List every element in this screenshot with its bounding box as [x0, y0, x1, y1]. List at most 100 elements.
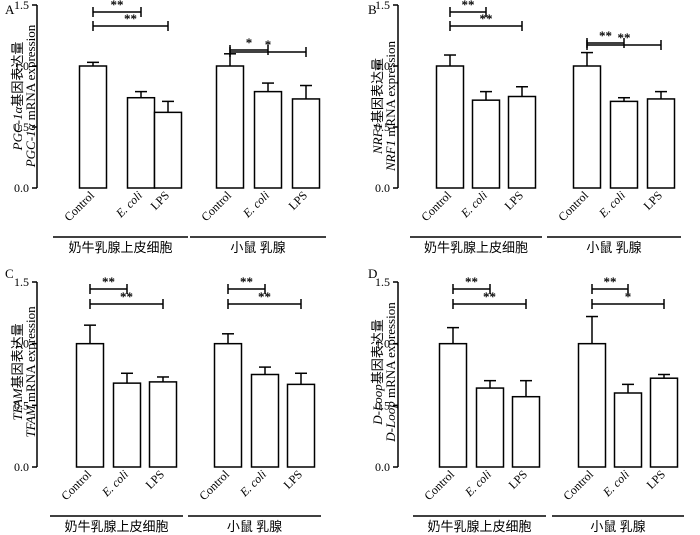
- bar-lps-cow: [507, 95, 537, 189]
- significance-label: **: [599, 28, 612, 43]
- bar-control-cow: [438, 342, 468, 468]
- y-tick-label: 1.5: [14, 0, 29, 12]
- x-tick-label: LPS: [641, 188, 666, 213]
- y-tick-label: 1.0: [375, 337, 390, 351]
- x-tick-label: Control: [198, 188, 234, 224]
- x-tick-label: Control: [555, 188, 591, 224]
- panel-letter: B: [368, 2, 377, 17]
- bar-lps-cow: [148, 381, 178, 468]
- significance-label: **: [102, 274, 115, 289]
- bar-lps-mouse: [646, 98, 676, 189]
- bar-lps-mouse: [286, 383, 316, 468]
- y-tick-label: 0.5: [375, 398, 390, 412]
- significance-label: *: [625, 289, 632, 304]
- bar-control-cow: [78, 65, 108, 189]
- bar-ecoli-mouse: [609, 100, 639, 189]
- bar-ecoli-mouse: [253, 90, 283, 189]
- significance-label: **: [480, 11, 493, 26]
- bar-control-mouse: [577, 342, 607, 468]
- panel-letter: D: [368, 266, 377, 281]
- y-tick-label: 0.0: [375, 181, 390, 195]
- bar-ecoli-mouse: [250, 373, 280, 468]
- significance-label: **: [618, 30, 631, 45]
- bar-ecoli-cow: [112, 382, 142, 468]
- bar-lps-mouse: [291, 98, 321, 189]
- x-tick-label: E. coli: [457, 188, 490, 221]
- group-label: 小鼠 乳腺: [586, 240, 641, 255]
- group-label: 奶牛乳腺上皮细胞: [68, 240, 172, 255]
- x-tick-label: LPS: [644, 467, 669, 492]
- significance-label: **: [124, 11, 137, 26]
- x-tick-label: LPS: [143, 467, 168, 492]
- bar-control-cow: [435, 65, 465, 189]
- significance-label: **: [462, 0, 475, 12]
- y-tick-label: 0.0: [14, 460, 29, 474]
- significance-label: **: [258, 289, 271, 304]
- x-tick-label: LPS: [148, 188, 173, 213]
- x-tick-label: E. coli: [98, 467, 131, 500]
- y-axis-label-cn: D-Loop基因表达量: [370, 319, 385, 425]
- significance-label: **: [483, 289, 496, 304]
- y-tick-label: 0.0: [14, 181, 29, 195]
- y-axis-label-cn: NRF1基因表达量: [370, 58, 385, 155]
- significance-label: **: [465, 274, 478, 289]
- x-tick-label: LPS: [506, 467, 531, 492]
- bar-lps-mouse: [649, 377, 679, 468]
- y-axis-label-en: D-Loop mRNA expression: [383, 302, 398, 443]
- y-axis-label-en: PGC-1α mRNA expression: [23, 24, 38, 168]
- group-label: 小鼠 乳腺: [590, 519, 645, 534]
- group-label: 奶牛乳腺上皮细胞: [427, 519, 531, 534]
- bar-control-mouse: [215, 65, 245, 189]
- bar-lps-cow: [511, 395, 541, 468]
- x-tick-label: Control: [560, 467, 596, 503]
- panel-letter: A: [5, 2, 15, 17]
- panel-letter: C: [5, 266, 14, 281]
- significance-label: **: [240, 274, 253, 289]
- y-tick-label: 1.0: [14, 59, 29, 73]
- bar-ecoli-cow: [475, 387, 505, 468]
- y-tick-label: 1.0: [375, 59, 390, 73]
- bar-ecoli-mouse: [613, 392, 643, 468]
- x-tick-label: E. coli: [239, 188, 272, 221]
- group-label: 奶牛乳腺上皮细胞: [424, 240, 528, 255]
- significance-label: *: [265, 37, 272, 52]
- significance-label: **: [604, 274, 617, 289]
- y-tick-label: 0.0: [375, 460, 390, 474]
- x-tick-label: Control: [421, 467, 457, 503]
- y-axis-label-cn: TFAM基因表达量: [10, 323, 25, 420]
- x-tick-label: Control: [61, 188, 97, 224]
- x-tick-label: E. coli: [112, 188, 145, 221]
- bar-ecoli-cow: [126, 96, 156, 189]
- x-tick-label: E. coli: [236, 467, 269, 500]
- y-axis-label-en: NRF1 mRNA expression: [383, 41, 398, 173]
- group-label: 奶牛乳腺上皮细胞: [64, 519, 168, 534]
- y-axis-label-cn: PGC-1α基因表达量: [10, 42, 25, 152]
- y-tick-label: 0.5: [375, 120, 390, 134]
- group-label: 小鼠 乳腺: [227, 519, 282, 534]
- x-tick-label: E. coli: [595, 188, 628, 221]
- y-tick-label: 0.5: [14, 398, 29, 412]
- y-tick-label: 1.5: [375, 0, 390, 12]
- x-tick-label: LPS: [502, 188, 527, 213]
- x-tick-label: LPS: [281, 467, 306, 492]
- bar-control-mouse: [213, 342, 243, 468]
- significance-label: **: [111, 0, 124, 12]
- significance-label: *: [246, 35, 253, 50]
- x-tick-label: Control: [58, 467, 94, 503]
- bar-lps-cow: [153, 111, 183, 189]
- y-tick-label: 1.0: [14, 337, 29, 351]
- x-tick-label: Control: [418, 188, 454, 224]
- y-tick-label: 1.5: [14, 275, 29, 289]
- bar-control-mouse: [572, 65, 602, 189]
- y-tick-label: 0.5: [14, 120, 29, 134]
- y-tick-label: 1.5: [375, 275, 390, 289]
- x-tick-label: Control: [196, 467, 232, 503]
- y-axis-label-en: TFAM mRNA expression: [23, 306, 38, 438]
- x-tick-label: E. coli: [599, 467, 632, 500]
- group-label: 小鼠 乳腺: [230, 240, 285, 255]
